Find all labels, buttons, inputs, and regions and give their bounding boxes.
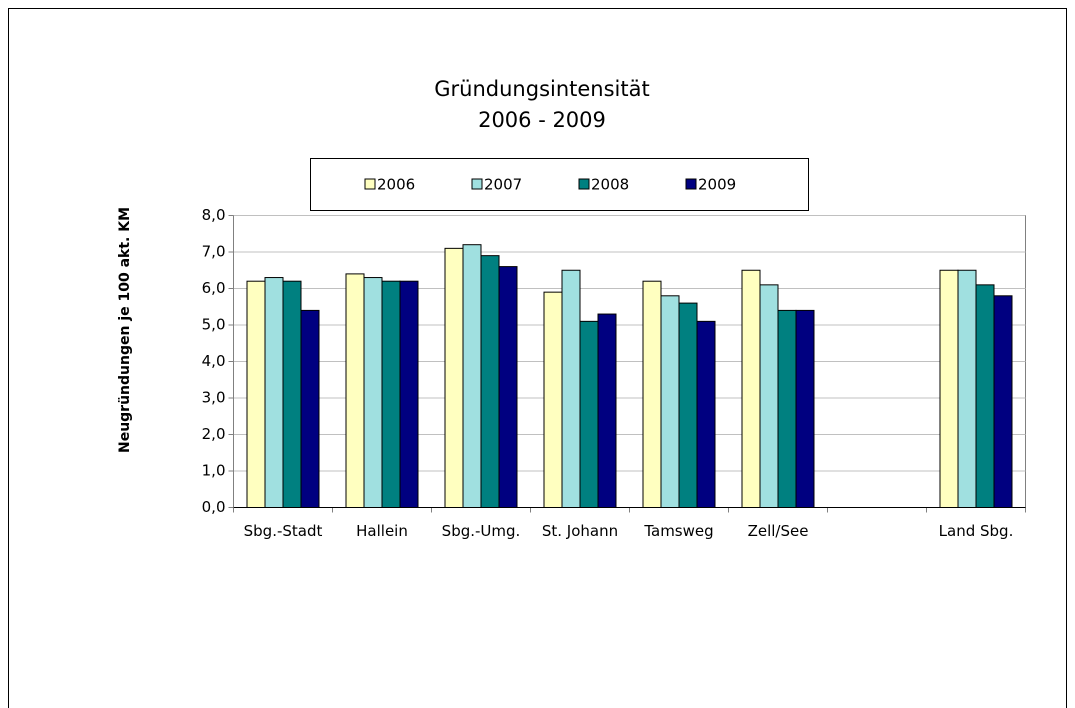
bar bbox=[597, 313, 617, 508]
bar bbox=[993, 295, 1013, 508]
y-tick-label: 1,0 bbox=[202, 462, 226, 480]
x-tick-label: Land Sbg. bbox=[939, 522, 1014, 540]
bar bbox=[345, 273, 365, 508]
y-tick-label: 4,0 bbox=[202, 352, 226, 370]
bar bbox=[363, 277, 383, 508]
bar bbox=[975, 284, 995, 508]
bar bbox=[498, 266, 518, 508]
y-tick-label: 5,0 bbox=[202, 316, 226, 334]
legend-label: 2008 bbox=[591, 176, 629, 194]
bar bbox=[642, 280, 662, 509]
chart-title: Gründungsintensität bbox=[434, 77, 649, 101]
legend-swatch bbox=[685, 178, 697, 190]
bar bbox=[795, 309, 815, 508]
y-axis-label: Neugründungen je 100 akt. KM bbox=[117, 207, 133, 453]
legend-swatch bbox=[578, 178, 590, 190]
bar bbox=[300, 309, 320, 508]
x-tick-label: Sbg.-Umg. bbox=[442, 522, 521, 540]
bar bbox=[939, 269, 959, 508]
y-tick-label: 7,0 bbox=[202, 243, 226, 261]
bar bbox=[480, 255, 500, 508]
x-tick-label: Zell/See bbox=[748, 522, 809, 540]
chart-subtitle: 2006 - 2009 bbox=[478, 108, 606, 132]
bar bbox=[282, 280, 302, 509]
bar bbox=[741, 269, 761, 508]
x-tick-label: Tamsweg bbox=[643, 522, 713, 540]
bar bbox=[660, 295, 680, 508]
y-tick-label: 8,0 bbox=[202, 206, 226, 224]
legend-label: 2007 bbox=[484, 176, 522, 194]
y-tick-label: 3,0 bbox=[202, 389, 226, 407]
bar bbox=[246, 280, 266, 509]
bar bbox=[678, 302, 698, 508]
bar bbox=[381, 280, 401, 509]
legend-swatch bbox=[364, 178, 376, 190]
bar bbox=[759, 284, 779, 508]
frame bbox=[8, 8, 1067, 708]
bar bbox=[543, 291, 563, 508]
legend-swatch bbox=[471, 178, 483, 190]
x-tick-label: St. Johann bbox=[542, 522, 618, 540]
y-tick-label: 2,0 bbox=[202, 425, 226, 443]
legend-label: 2006 bbox=[377, 176, 415, 194]
bar bbox=[777, 309, 797, 508]
bar bbox=[561, 269, 581, 508]
bar bbox=[399, 280, 419, 509]
legend-label: 2009 bbox=[698, 176, 736, 194]
y-tick-label: 6,0 bbox=[202, 279, 226, 297]
bar bbox=[264, 277, 284, 508]
x-tick-label: Sbg.-Stadt bbox=[244, 522, 323, 540]
x-tick-label: Hallein bbox=[356, 522, 408, 540]
bar bbox=[444, 247, 464, 508]
bar bbox=[957, 269, 977, 508]
y-tick-label: 0,0 bbox=[202, 498, 226, 516]
bar bbox=[696, 320, 716, 508]
legend bbox=[310, 158, 809, 211]
bar bbox=[579, 320, 599, 508]
bar bbox=[462, 244, 482, 508]
